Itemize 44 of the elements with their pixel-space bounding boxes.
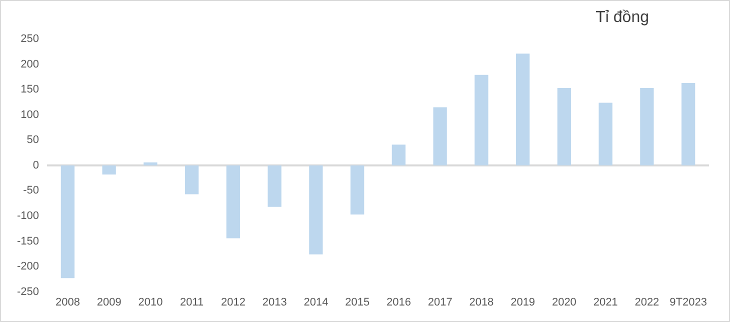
bar	[185, 165, 199, 194]
x-tick-label: 2021	[593, 296, 618, 308]
y-tick-label: 150	[20, 84, 40, 96]
x-tick-label: 2010	[138, 296, 163, 308]
x-tick-label: 2015	[345, 296, 370, 308]
bar	[102, 165, 116, 174]
bar	[433, 107, 447, 166]
x-tick-label: 2011	[180, 296, 204, 308]
y-tick-label: 50	[26, 134, 40, 146]
y-tick-label: 0	[32, 159, 40, 172]
x-tick-label: 2020	[552, 296, 576, 308]
x-tick-label: 2018	[469, 296, 494, 308]
bar	[474, 74, 488, 166]
bar	[640, 88, 654, 166]
bar	[392, 144, 406, 166]
bar	[681, 82, 696, 166]
x-tick-label: 2013	[262, 296, 287, 308]
bar	[268, 165, 282, 207]
y-tick-label: 250	[20, 33, 40, 46]
y-tick-label: -200	[16, 260, 40, 273]
x-tick-label: 2017	[428, 296, 452, 308]
bar	[309, 165, 323, 254]
bar	[60, 165, 75, 278]
x-tick-label: 2014	[304, 296, 328, 308]
y-tick-label: -250	[16, 286, 40, 298]
x-tick-label: 2022	[634, 296, 660, 308]
bar	[144, 162, 158, 166]
bar	[516, 54, 530, 166]
bar	[350, 165, 364, 214]
bar	[226, 165, 240, 238]
y-tick-label: 100	[20, 108, 40, 121]
x-tick-label: 2008	[55, 296, 80, 308]
x-tick-label: 2019	[510, 296, 536, 308]
x-tick-label: 2016	[386, 296, 411, 308]
x-tick-label: 2012	[220, 296, 246, 308]
y-tick-label: -100	[16, 210, 40, 222]
y-tick-label: -150	[16, 235, 40, 248]
bar	[557, 88, 572, 166]
y-tick-label: -50	[23, 184, 40, 197]
y-axis-title: Tỉ đồng	[596, 9, 649, 27]
x-tick-label: 9T2023	[670, 296, 707, 308]
x-tick-label: 2009	[96, 296, 122, 308]
bar	[598, 102, 612, 166]
y-tick-label: 200	[20, 58, 40, 70]
